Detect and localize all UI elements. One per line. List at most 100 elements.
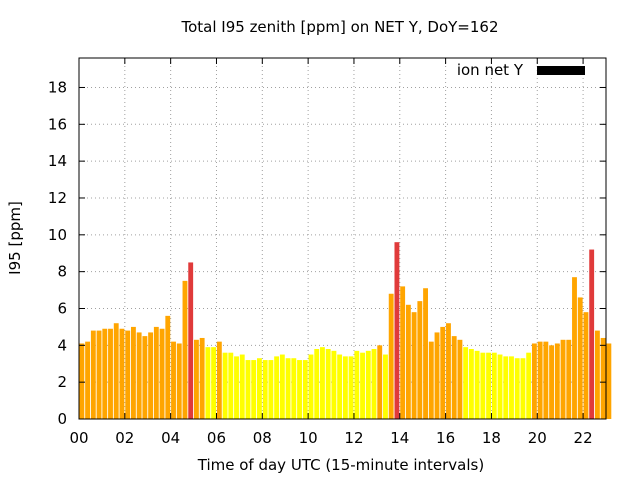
- bar: [119, 328, 125, 419]
- bar: [165, 315, 171, 419]
- bar: [239, 354, 245, 419]
- bar: [234, 356, 239, 419]
- y-tick-labels: 0 2 4 6 8 10 12 14 16 18: [48, 78, 67, 428]
- bar: [113, 323, 119, 419]
- bar: [388, 293, 394, 419]
- bar: [337, 354, 343, 419]
- bar: [193, 339, 199, 419]
- bar: [142, 336, 148, 419]
- bar: [182, 280, 188, 419]
- bar: [520, 358, 526, 419]
- bar: [365, 350, 371, 419]
- x-tick-label: 16: [436, 429, 455, 447]
- legend-label: ion net Y: [457, 61, 524, 79]
- y-tick-label: 2: [57, 373, 67, 391]
- bar: [360, 352, 365, 419]
- bar: [491, 352, 497, 419]
- bar: [354, 350, 360, 419]
- bar: [560, 339, 566, 419]
- bar: [606, 343, 612, 419]
- plot-frame: [78, 57, 607, 420]
- bar: [96, 330, 102, 419]
- bar: [468, 349, 474, 419]
- bar: [331, 350, 337, 419]
- bar: [211, 347, 217, 419]
- bar: [279, 354, 285, 419]
- bar: [302, 360, 308, 419]
- bar: [291, 358, 297, 419]
- bar: [125, 330, 131, 419]
- bar: [320, 347, 325, 419]
- y-tick-label: 0: [57, 410, 67, 428]
- bar: [308, 354, 314, 419]
- x-tick-label: 00: [69, 429, 88, 447]
- bar: [497, 354, 503, 419]
- bar: [130, 326, 136, 419]
- bar: [85, 341, 91, 419]
- bar: [377, 345, 383, 419]
- bar: [514, 358, 520, 419]
- bar: [463, 347, 469, 419]
- bar: [531, 343, 537, 419]
- y-tick-label: 6: [57, 299, 67, 317]
- y-tick-label: 14: [48, 152, 67, 170]
- bar: [251, 360, 257, 419]
- bar: [549, 345, 555, 419]
- bar: [400, 286, 406, 419]
- bar: [222, 352, 228, 419]
- x-tick-label: 14: [390, 429, 409, 447]
- bar: [371, 349, 377, 419]
- bar: [102, 328, 108, 419]
- bar: [486, 352, 492, 419]
- bar: [446, 323, 451, 419]
- bar: [245, 360, 251, 419]
- bar: [428, 341, 434, 419]
- x-tick-label: 20: [528, 429, 547, 447]
- bar: [434, 332, 440, 419]
- bar: [383, 354, 388, 419]
- bar: [394, 242, 400, 419]
- y-tick-label: 12: [48, 189, 67, 207]
- x-tick-label: 10: [299, 429, 318, 447]
- bar: [543, 341, 549, 419]
- bar: [417, 301, 423, 419]
- bar: [405, 304, 411, 419]
- bar: [228, 352, 234, 419]
- bar: [589, 249, 595, 419]
- x-tick-label: 06: [207, 429, 226, 447]
- bar: [314, 349, 320, 419]
- bar: [148, 332, 154, 419]
- bar: [566, 339, 572, 419]
- bar: [171, 341, 176, 419]
- bar: [440, 326, 446, 419]
- bar: [79, 343, 85, 419]
- y-tick-label: 10: [48, 226, 67, 244]
- x-tick-label: 02: [115, 429, 134, 447]
- bar: [205, 347, 211, 419]
- bar: [216, 341, 222, 419]
- x-tick-label: 12: [344, 429, 363, 447]
- bar: [600, 337, 606, 419]
- bar: [342, 356, 348, 419]
- bar: [480, 352, 486, 419]
- x-tick-label: 22: [574, 429, 593, 447]
- bar: [199, 337, 205, 419]
- bar-series: [79, 242, 612, 419]
- legend-swatch: [537, 66, 585, 75]
- bar: [537, 341, 543, 419]
- bar: [159, 328, 165, 419]
- x-tick-labels: 00 02 04 06 08 10 12 14 16 18 20 22: [69, 429, 592, 447]
- bar: [153, 326, 159, 419]
- y-tick-label: 16: [48, 115, 67, 133]
- bar: [136, 332, 142, 419]
- bar: [257, 358, 262, 419]
- y-tick-label: 8: [57, 263, 67, 281]
- y-axis-label: I95 [ppm]: [6, 201, 24, 275]
- chart-title: Total I95 zenith [ppm] on NET Y, DoY=162: [180, 18, 498, 36]
- bar: [509, 356, 514, 419]
- bar: [503, 356, 509, 419]
- y-tick-label: 4: [57, 336, 67, 354]
- bar: [411, 312, 417, 419]
- bar: [262, 360, 268, 419]
- bar: [577, 297, 583, 419]
